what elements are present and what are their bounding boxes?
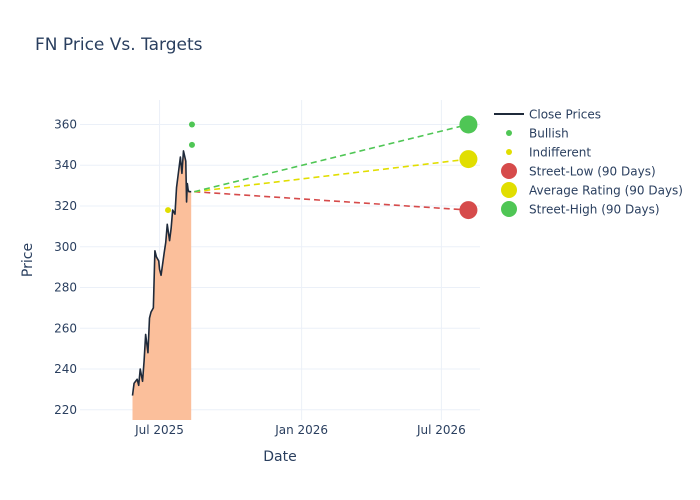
- legend-item-average-rating[interactable]: Average Rating (90 Days): [501, 182, 683, 198]
- indifferent-point: [165, 207, 172, 214]
- legend-average-rating-label: Average Rating (90 Days): [529, 184, 683, 198]
- legend-item-indifferent[interactable]: Indifferent: [506, 146, 591, 160]
- close-price-line: [131, 150, 192, 396]
- legend-bullish-swatch: [506, 130, 512, 136]
- y-tick-label: 260: [54, 321, 77, 335]
- x-tick-label: Jul 2025: [134, 423, 184, 437]
- legend-item-street-high[interactable]: Street-High (90 Days): [501, 201, 660, 217]
- y-tick-label: 240: [54, 362, 77, 376]
- series-layer: [131, 115, 478, 420]
- legend-item-bullish[interactable]: Bullish: [506, 127, 569, 141]
- y-tick-label: 280: [54, 281, 77, 295]
- legend[interactable]: Close Prices Bullish Indifferent Street-…: [494, 108, 683, 218]
- average-rating-target-marker: [459, 150, 478, 169]
- legend-indifferent-swatch: [506, 149, 512, 155]
- x-tick-label: Jul 2026: [416, 423, 466, 437]
- street-high-target-marker: [459, 115, 478, 134]
- close-price-area: [132, 150, 192, 420]
- legend-street-high-swatch: [501, 201, 517, 217]
- legend-street-low-label: Street-Low (90 Days): [529, 165, 656, 179]
- y-tick-label: 320: [54, 199, 77, 213]
- street-low-target-line: [194, 190, 469, 211]
- y-tick-label: 360: [54, 117, 77, 131]
- legend-street-low-swatch: [501, 163, 517, 179]
- legend-item-close-prices[interactable]: Close Prices: [494, 108, 601, 122]
- x-tick-label: Jan 2026: [274, 423, 328, 437]
- legend-indifferent-label: Indifferent: [529, 146, 591, 160]
- street-high-target-line: [194, 123, 469, 193]
- y-tick-label: 340: [54, 158, 77, 172]
- y-tick-label: 300: [54, 240, 77, 254]
- legend-street-high-label: Street-High (90 Days): [529, 203, 660, 217]
- y-axis-ticks: 220 240 260 280 300 320 340 360: [54, 117, 77, 416]
- y-tick-label: 220: [54, 403, 77, 417]
- chart-title: FN Price Vs. Targets: [35, 35, 203, 55]
- legend-average-rating-swatch: [501, 182, 517, 198]
- x-axis-title: Date: [263, 449, 296, 465]
- legend-close-prices-label: Close Prices: [529, 108, 601, 122]
- bullish-point: [188, 141, 195, 148]
- x-axis-ticks: Jul 2025 Jan 2026 Jul 2026: [134, 423, 466, 437]
- legend-item-street-low[interactable]: Street-Low (90 Days): [501, 163, 656, 179]
- street-low-target-marker: [459, 201, 478, 220]
- bullish-point: [188, 121, 195, 128]
- average-rating-target-line: [194, 158, 469, 193]
- legend-bullish-label: Bullish: [529, 127, 569, 141]
- y-axis-title: Price: [20, 243, 36, 277]
